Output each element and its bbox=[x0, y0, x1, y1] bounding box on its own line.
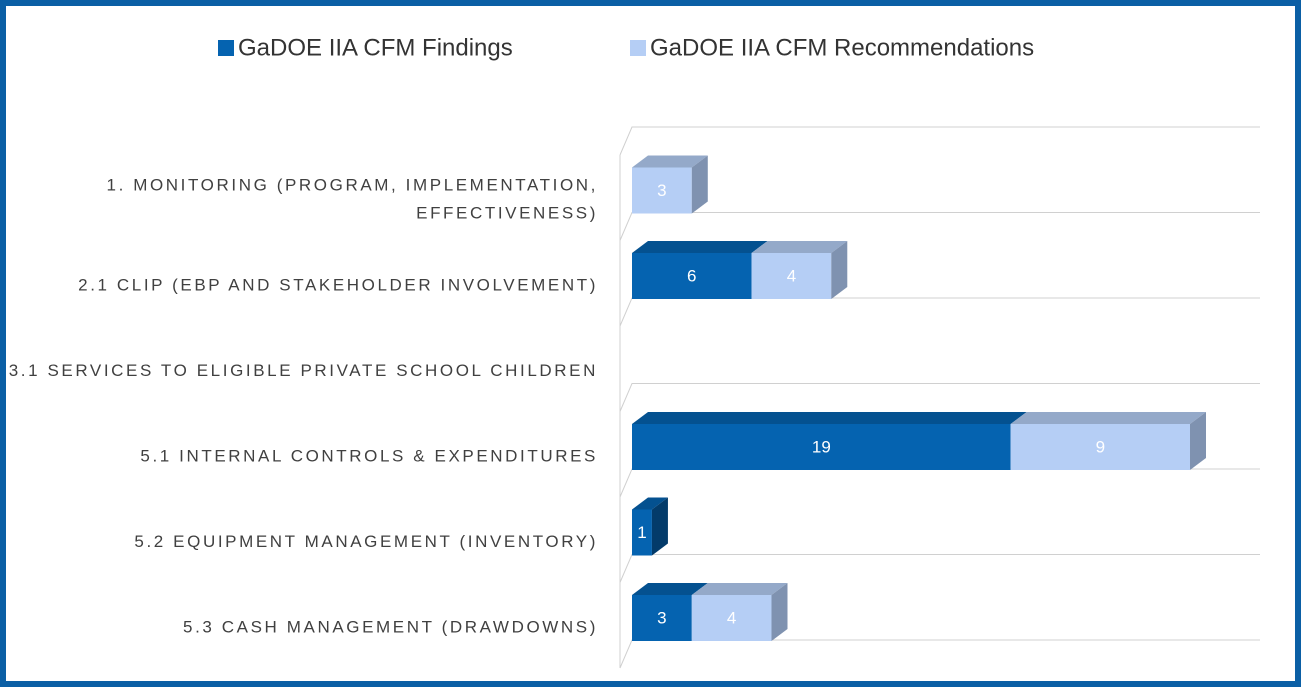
bar bbox=[691, 595, 772, 641]
legend-label: GaDOE IIA CFM Recommendations bbox=[650, 34, 1034, 61]
data-label: 3 bbox=[657, 608, 666, 627]
data-label: 3 bbox=[657, 181, 666, 200]
category-label: 1. MONITORING (PROGRAM, IMPLEMENTATION, E… bbox=[107, 176, 598, 223]
category-label: 5.1 INTERNAL CONTROLS & EXPENDITURES bbox=[140, 446, 598, 465]
data-label: 4 bbox=[727, 608, 736, 627]
bar-top bbox=[632, 497, 668, 510]
bar-top bbox=[632, 155, 708, 168]
bar-top bbox=[691, 583, 788, 595]
bar-top bbox=[632, 583, 708, 595]
grid-line bbox=[619, 383, 1260, 412]
bar bbox=[632, 509, 652, 556]
category-label: 5.3 CASH MANAGEMENT (DRAWDOWNS) bbox=[183, 617, 598, 636]
legend-label: GaDOE IIA CFM Findings bbox=[238, 34, 513, 61]
category-label: 3.1 SERVICES TO ELIGIBLE PRIVATE SCHOOL … bbox=[9, 361, 598, 380]
bar-side bbox=[771, 583, 788, 641]
bar bbox=[1010, 424, 1190, 470]
bar-side bbox=[831, 241, 848, 299]
bar bbox=[632, 595, 692, 641]
bar bbox=[632, 253, 752, 299]
bar-top bbox=[751, 241, 848, 253]
grid-line bbox=[619, 126, 1260, 156]
bar-top bbox=[1010, 412, 1206, 424]
bar-side bbox=[691, 155, 708, 214]
legend-swatch bbox=[218, 40, 234, 56]
bar bbox=[751, 253, 832, 299]
data-label: 1 bbox=[637, 523, 646, 542]
data-label: 6 bbox=[687, 266, 696, 285]
bar bbox=[632, 167, 692, 214]
bar bbox=[632, 424, 1011, 470]
bar-top bbox=[632, 412, 1027, 424]
data-label: 19 bbox=[812, 437, 831, 456]
bar-top bbox=[632, 241, 768, 253]
category-label: 5.2 EQUIPMENT MANAGEMENT (INVENTORY) bbox=[134, 532, 598, 551]
data-label: 9 bbox=[1096, 437, 1105, 456]
category-label: 2.1 CLIP (EBP AND STAKEHOLDER INVOLVEMEN… bbox=[78, 275, 598, 294]
bar-side bbox=[1190, 412, 1206, 470]
data-label: 4 bbox=[787, 266, 796, 285]
legend-swatch bbox=[630, 40, 646, 56]
bar-side bbox=[651, 497, 668, 556]
